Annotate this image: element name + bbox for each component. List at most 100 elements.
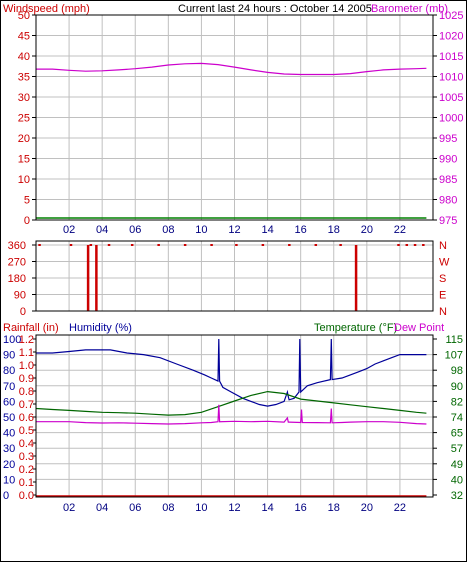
panel2-grid [32, 241, 433, 312]
y-tick-label-humidity: 100 [3, 334, 21, 346]
y-tick-label-rainfall: 0.0 [19, 490, 34, 502]
panel3-grid [33, 335, 437, 497]
y-tick-label-windspeed: 35 [18, 72, 30, 84]
panel2-plot-area [35, 240, 434, 312]
panel1-tick-labels: 02 04 06 08 10 12 14 16 18 20 22051015202530354045… [18, 10, 464, 236]
temperature-axis-label: Temperature (°F) [314, 322, 397, 334]
y-tick-label-barometer: 995 [439, 133, 457, 145]
x-tick-label: 14 [261, 502, 273, 514]
y-tick-label-humidity: 60 [3, 396, 15, 408]
x-tick-label: 16 [295, 502, 307, 514]
dewpoint-axis-label: Dew Point [394, 322, 444, 334]
y-tick-label-rainfall: 0.2 [19, 464, 34, 476]
y-tick-label-windspeed: 15 [18, 154, 30, 166]
y-tick-label-barometer: 1015 [439, 51, 463, 63]
y-tick-label-rainfall: 1.2 [19, 334, 34, 346]
x-tick-label: 12 [228, 224, 240, 236]
temperature-line [35, 390, 427, 416]
panel1-plot-area [35, 14, 434, 221]
y-tick-label-temperature: 98 [451, 365, 463, 377]
y-tick-label-rainfall: 1.0 [19, 360, 34, 372]
y-tick-label-windspeed: 40 [18, 51, 30, 63]
x-tick-label: 06 [129, 502, 141, 514]
y-tick-label-compass: E [439, 290, 446, 302]
y-tick-label-direction: 270 [8, 257, 26, 269]
y-tick-label-rainfall: 0.4 [19, 438, 34, 450]
dewpoint-line [36, 404, 427, 425]
y-tick-label-windspeed: 25 [18, 113, 30, 125]
y-tick-label-humidity: 20 [3, 459, 15, 471]
barometer-axis-label: Barometer (mb) [371, 3, 448, 15]
x-tick-label: 08 [162, 224, 174, 236]
y-tick-label-temperature: 32 [451, 490, 463, 502]
x-tick-label: 20 [361, 502, 373, 514]
y-tick-label-windspeed: 20 [18, 133, 30, 145]
x-tick-label: 10 [195, 224, 207, 236]
y-tick-label-humidity: 80 [3, 365, 15, 377]
y-tick-label-compass: N [439, 240, 447, 252]
y-tick-label-humidity: 40 [3, 428, 15, 440]
humidity-line [36, 338, 427, 407]
y-tick-label-windspeed: 30 [18, 92, 30, 104]
y-tick-label-windspeed: 45 [18, 31, 30, 43]
y-tick-label-temperature: 107 [445, 350, 463, 362]
x-tick-label: 18 [328, 224, 340, 236]
x-tick-label: 22 [394, 502, 406, 514]
rainfall-axis-label: Rainfall (in) [3, 322, 59, 334]
y-tick-label-windspeed: 5 [24, 195, 30, 207]
y-tick-label-direction: 360 [8, 240, 26, 252]
y-tick-label-barometer: 1000 [439, 113, 463, 125]
panel1-series [36, 62, 427, 219]
panel2-tick-labels: 0 N 90 E 180 S 270 W 360 N [8, 240, 450, 318]
x-tick-label: 10 [195, 502, 207, 514]
y-tick-label-temperature: 65 [451, 428, 463, 440]
panel3-plot-area [35, 334, 434, 498]
panel1-grid [32, 14, 437, 221]
x-tick-label: 14 [261, 224, 273, 236]
x-tick-label: 06 [129, 224, 141, 236]
y-tick-label-rainfall: 0.8 [19, 386, 34, 398]
x-tick-label: 12 [228, 502, 240, 514]
panel3-series [35, 338, 427, 497]
y-tick-label-temperature: 49 [451, 459, 463, 471]
y-tick-label-barometer: 1025 [439, 10, 463, 22]
y-tick-label-direction: 180 [8, 273, 26, 285]
barometer-line [36, 62, 427, 76]
y-tick-label-compass: N [439, 306, 447, 318]
y-tick-label-compass: S [439, 273, 446, 285]
y-tick-label-barometer: 1005 [439, 92, 463, 104]
x-tick-label: 02 [63, 502, 75, 514]
x-tick-label: 16 [295, 224, 307, 236]
y-tick-label-humidity: 70 [3, 381, 15, 393]
x-tick-label: 18 [328, 502, 340, 514]
y-tick-label-rainfall: 0.9 [19, 373, 34, 385]
panel3-tick-labels: 02 04 06 08 10 12 14 16 18 20 22 0 10 20 30 40 50 60 70 80 9… [3, 334, 463, 514]
y-tick-label-barometer: 990 [439, 154, 457, 166]
windspeed-axis-label: Windspeed (mph) [3, 3, 90, 15]
x-tick-label: 22 [394, 224, 406, 236]
y-tick-label-humidity: 50 [3, 412, 15, 424]
y-tick-label-direction: 90 [14, 290, 26, 302]
y-tick-label-barometer: 975 [439, 215, 457, 227]
y-tick-label-rainfall: 0.6 [19, 412, 34, 424]
y-tick-label-barometer: 985 [439, 174, 457, 186]
y-tick-label-humidity: 10 [3, 474, 15, 486]
y-tick-label-humidity: 90 [3, 350, 15, 362]
x-tick-label: 02 [63, 224, 75, 236]
humidity-axis-label: Humidity (%) [69, 322, 132, 334]
y-tick-label-barometer: 1010 [439, 72, 463, 84]
y-tick-label-temperature: 74 [451, 412, 463, 424]
y-tick-label-rainfall: 0.3 [19, 451, 34, 463]
y-tick-label-windspeed: 10 [18, 174, 30, 186]
y-tick-label-windspeed: 0 [24, 215, 30, 227]
y-tick-label-temperature: 90 [451, 381, 463, 393]
x-tick-label: 08 [162, 502, 174, 514]
y-tick-label-humidity: 30 [3, 443, 15, 455]
y-tick-label-barometer: 1020 [439, 31, 463, 43]
y-tick-label-humidity: 0 [3, 490, 9, 502]
x-tick-label: 04 [96, 224, 108, 236]
y-tick-label-temperature: 115 [445, 334, 463, 346]
y-tick-label-barometer: 980 [439, 195, 457, 207]
